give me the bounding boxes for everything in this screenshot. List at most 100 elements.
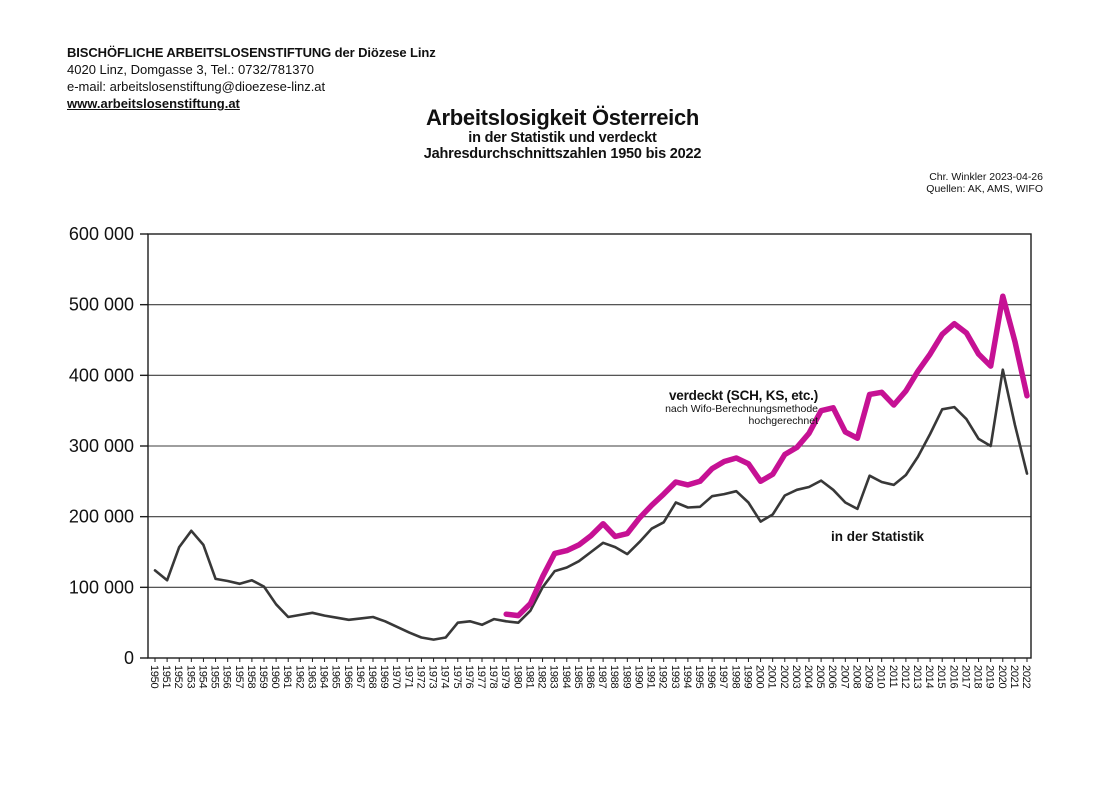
x-tick-label: 2010 — [875, 665, 887, 688]
x-tick-label: 1953 — [184, 665, 196, 688]
x-tick-label: 1983 — [548, 665, 560, 688]
x-tick-label: 2004 — [802, 665, 814, 688]
x-tick-label: 2022 — [1020, 665, 1032, 688]
x-tick-label: 2008 — [850, 665, 862, 688]
x-tick-label: 2019 — [984, 665, 996, 688]
x-tick-label: 2002 — [778, 665, 790, 688]
chart-title-block: Arbeitslosigkeit Österreich in der Stati… — [340, 105, 785, 162]
y-tick-label: 500 000 — [69, 295, 134, 315]
x-tick-label: 1964 — [318, 665, 330, 688]
x-tick-label: 1954 — [196, 665, 208, 688]
x-tick-label: 1989 — [620, 665, 632, 688]
x-tick-label: 1976 — [463, 665, 475, 688]
x-tick-label: 1974 — [439, 665, 451, 688]
series-line-statistik — [153, 368, 1029, 641]
x-tick-label: 2012 — [899, 665, 911, 688]
verdeckt-sublabel-2: hochgerechnet — [748, 415, 818, 427]
x-tick-label: 1970 — [390, 665, 402, 688]
x-tick-label: 2003 — [790, 665, 802, 688]
org-email: e-mail: arbeitslosenstiftung@dioezese-li… — [67, 79, 326, 94]
org-name: BISCHÖFLICHE ARBEITSLOSENSTIFTUNG der Di… — [67, 45, 436, 60]
x-tick-label: 1981 — [523, 665, 535, 688]
x-tick-label: 2009 — [863, 665, 875, 688]
x-tick-label: 1951 — [160, 665, 172, 688]
x-tick-label: 1985 — [572, 665, 584, 688]
x-tick-label: 1956 — [221, 665, 233, 688]
x-tick-label: 2013 — [911, 665, 923, 688]
x-tick-label: 1980 — [511, 665, 523, 688]
y-tick-label: 600 000 — [69, 224, 134, 244]
x-tick-label: 1963 — [305, 665, 317, 688]
x-tick-label: 1965 — [330, 665, 342, 688]
author-date: Chr. Winkler 2023-04-26 — [929, 171, 1043, 183]
x-tick-label: 1986 — [584, 665, 596, 688]
y-tick-label: 200 000 — [69, 507, 134, 527]
x-tick-label: 2001 — [766, 665, 778, 688]
x-tick-label: 1988 — [608, 665, 620, 688]
x-tick-label: 2011 — [887, 665, 899, 688]
attribution: Chr. Winkler 2023-04-26 Quellen: AK, AMS… — [926, 171, 1043, 195]
y-tick-label: 0 — [124, 648, 134, 668]
y-tick-label: 400 000 — [69, 365, 134, 385]
x-tick-label: 1971 — [402, 665, 414, 688]
x-tick-label: 1973 — [427, 665, 439, 688]
x-tick-label: 1960 — [269, 665, 281, 688]
x-tick-label: 2021 — [1008, 665, 1020, 688]
x-tick-label: 1998 — [729, 665, 741, 688]
x-tick-label: 1967 — [354, 665, 366, 688]
x-tick-label: 2015 — [935, 665, 947, 688]
x-tick-label: 1984 — [560, 665, 572, 688]
verdeckt-annotation: verdeckt (SCH, KS, etc.) nach Wifo-Berec… — [665, 388, 818, 427]
verdeckt-sublabel-1: nach Wifo-Berechnungsmethode — [665, 403, 818, 415]
x-tick-label: 1995 — [693, 665, 705, 688]
x-tick-label: 1950 — [148, 665, 160, 688]
x-tick-label: 1993 — [669, 665, 681, 688]
x-tick-label: 1958 — [245, 665, 257, 688]
x-tick-label: 2005 — [814, 665, 826, 688]
page-title: Arbeitslosigkeit Österreich — [425, 105, 700, 130]
x-tick-label: 1992 — [657, 665, 669, 688]
x-tick-label: 1969 — [378, 665, 390, 688]
x-tick-label: 1952 — [172, 665, 184, 688]
x-tick-label: 2006 — [826, 665, 838, 688]
x-tick-label: 1991 — [645, 665, 657, 688]
verdeckt-label: verdeckt (SCH, KS, etc.) — [669, 388, 818, 403]
x-tick-label: 1975 — [451, 665, 463, 688]
org-website: www.arbeitslosenstiftung.at — [67, 96, 240, 111]
y-tick-label: 300 000 — [69, 436, 134, 456]
x-tick-label: 1996 — [705, 665, 717, 688]
x-tick-label: 1962 — [293, 665, 305, 688]
page-subtitle-1: in der Statistik und verdeckt — [468, 130, 657, 146]
statistik-annotation: in der Statistik — [831, 529, 925, 544]
x-tick-label: 1994 — [681, 665, 693, 688]
x-tick-label: 1979 — [499, 665, 511, 688]
x-tick-label: 2014 — [923, 665, 935, 688]
sources: Quellen: AK, AMS, WIFO — [926, 183, 1043, 195]
x-tick-label: 1961 — [281, 665, 293, 688]
x-tick-label: 2000 — [754, 665, 766, 688]
page-subtitle-2: Jahresdurchschnittszahlen 1950 bis 2022 — [423, 146, 702, 162]
x-tick-label: 2018 — [972, 665, 984, 688]
x-tick-label: 1955 — [209, 665, 221, 688]
series-line-verdeckt — [503, 293, 1030, 619]
x-tick-label: 2020 — [996, 665, 1008, 688]
x-tick-label: 1978 — [487, 665, 499, 688]
x-tick-label: 1990 — [632, 665, 644, 688]
x-tick-label: 1999 — [741, 665, 753, 688]
x-tick-label: 1957 — [233, 665, 245, 688]
x-tick-label: 1972 — [414, 665, 426, 688]
x-tick-label: 2016 — [947, 665, 959, 688]
org-address: 4020 Linz, Domgasse 3, Tel.: 0732/781370 — [67, 62, 314, 77]
x-tick-label: 1977 — [475, 665, 487, 688]
y-tick-label: 100 000 — [69, 577, 134, 597]
x-tick-label: 1966 — [342, 665, 354, 688]
x-tick-label: 1959 — [257, 665, 269, 688]
x-tick-label: 2007 — [838, 665, 850, 688]
x-tick-label: 2017 — [959, 665, 971, 688]
x-tick-label: 1968 — [366, 665, 378, 688]
x-tick-label: 1997 — [717, 665, 729, 688]
x-tick-label: 1987 — [596, 665, 608, 688]
